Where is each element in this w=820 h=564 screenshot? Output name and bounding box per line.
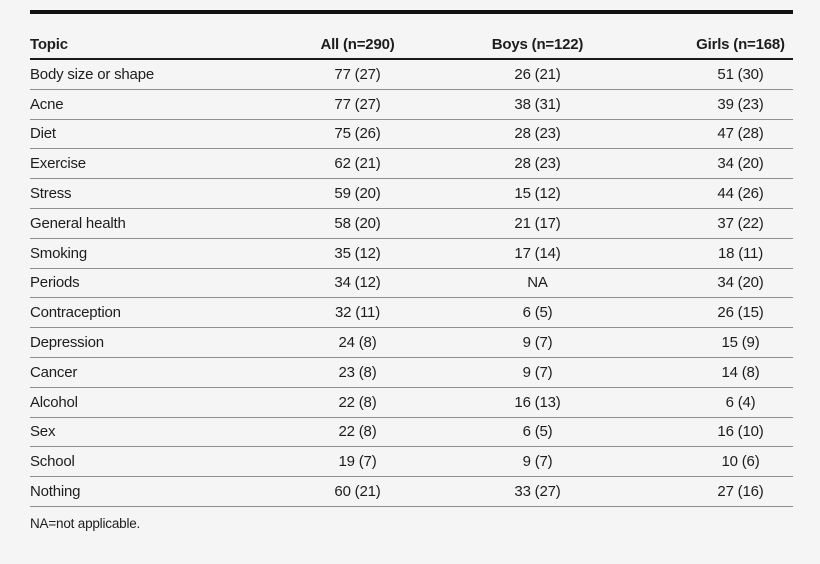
topic-cell: Cancer bbox=[30, 357, 290, 388]
table-row: Body size or shape 77 (27) 26 (21) 51 (30) bbox=[30, 59, 793, 90]
all-cell: 58 (20) bbox=[290, 208, 425, 239]
table-row: Acne 77 (27) 38 (31) 39 (23) bbox=[30, 89, 793, 120]
girls-cell: 6 (4) bbox=[650, 387, 793, 418]
all-cell: 77 (27) bbox=[290, 59, 425, 90]
girls-cell: 16 (10) bbox=[650, 417, 793, 448]
table-row: Exercise 62 (21) 28 (23) 34 (20) bbox=[30, 148, 793, 180]
table-top-rule bbox=[30, 10, 793, 14]
girls-cell: 18 (11) bbox=[650, 238, 793, 269]
girls-cell: 34 (20) bbox=[650, 268, 793, 299]
boys-cell: 16 (13) bbox=[425, 387, 650, 418]
boys-cell: 38 (31) bbox=[425, 89, 650, 120]
boys-cell: 33 (27) bbox=[425, 476, 650, 507]
table-row: Stress 59 (20) 15 (12) 44 (26) bbox=[30, 178, 793, 209]
all-cell: 35 (12) bbox=[290, 238, 425, 269]
topic-cell: Exercise bbox=[30, 148, 290, 180]
column-header-girls: Girls (n=168) bbox=[650, 36, 793, 60]
boys-cell: 26 (21) bbox=[425, 59, 650, 90]
girls-cell: 15 (9) bbox=[650, 327, 793, 358]
boys-cell: 9 (7) bbox=[425, 357, 650, 388]
table-row: School 19 (7) 9 (7) 10 (6) bbox=[30, 446, 793, 478]
table-row: Cancer 23 (8) 9 (7) 14 (8) bbox=[30, 357, 793, 388]
girls-cell: 26 (15) bbox=[650, 297, 793, 329]
all-cell: 22 (8) bbox=[290, 387, 425, 418]
table-row: Nothing 60 (21) 33 (27) 27 (16) bbox=[30, 476, 793, 507]
all-cell: 23 (8) bbox=[290, 357, 425, 388]
all-cell: 62 (21) bbox=[290, 148, 425, 180]
girls-cell: 51 (30) bbox=[650, 59, 793, 90]
topic-cell: Acne bbox=[30, 89, 290, 120]
table-header: Topic All (n=290) Boys (n=122) Girls (n=… bbox=[30, 36, 793, 60]
topic-cell: Depression bbox=[30, 327, 290, 358]
boys-cell: 6 (5) bbox=[425, 417, 650, 448]
column-header-all: All (n=290) bbox=[290, 36, 425, 60]
header-row: Topic All (n=290) Boys (n=122) Girls (n=… bbox=[30, 36, 793, 60]
all-cell: 75 (26) bbox=[290, 119, 425, 150]
table-footnote: NA=not applicable. bbox=[30, 515, 141, 531]
column-header-boys: Boys (n=122) bbox=[425, 36, 650, 60]
table-row: Periods 34 (12) NA 34 (20) bbox=[30, 268, 793, 299]
table-body: Body size or shape 77 (27) 26 (21) 51 (30) A… bbox=[30, 59, 793, 507]
topic-cell: Smoking bbox=[30, 238, 290, 269]
all-cell: 24 (8) bbox=[290, 327, 425, 358]
all-cell: 34 (12) bbox=[290, 268, 425, 299]
topic-cell: Sex bbox=[30, 417, 290, 448]
girls-cell: 47 (28) bbox=[650, 119, 793, 150]
all-cell: 32 (11) bbox=[290, 297, 425, 329]
topics-table: Topic All (n=290) Boys (n=122) Girls (n=… bbox=[30, 36, 793, 507]
boys-cell: 21 (17) bbox=[425, 208, 650, 239]
table-row: Smoking 35 (12) 17 (14) 18 (11) bbox=[30, 238, 793, 269]
girls-cell: 44 (26) bbox=[650, 178, 793, 209]
column-header-topic: Topic bbox=[30, 36, 290, 60]
all-cell: 22 (8) bbox=[290, 417, 425, 448]
table-row: Contraception 32 (11) 6 (5) 26 (15) bbox=[30, 297, 793, 329]
topic-cell: School bbox=[30, 446, 290, 478]
boys-cell: 28 (23) bbox=[425, 148, 650, 180]
girls-cell: 27 (16) bbox=[650, 476, 793, 507]
topic-cell: Nothing bbox=[30, 476, 290, 507]
girls-cell: 14 (8) bbox=[650, 357, 793, 388]
girls-cell: 37 (22) bbox=[650, 208, 793, 239]
girls-cell: 39 (23) bbox=[650, 89, 793, 120]
topic-cell: Alcohol bbox=[30, 387, 290, 418]
boys-cell: 28 (23) bbox=[425, 119, 650, 150]
table-row: Sex 22 (8) 6 (5) 16 (10) bbox=[30, 417, 793, 448]
table-row: Alcohol 22 (8) 16 (13) 6 (4) bbox=[30, 387, 793, 418]
boys-cell: 6 (5) bbox=[425, 297, 650, 329]
topic-cell: Periods bbox=[30, 268, 290, 299]
all-cell: 60 (21) bbox=[290, 476, 425, 507]
boys-cell: 15 (12) bbox=[425, 178, 650, 209]
boys-cell: 9 (7) bbox=[425, 327, 650, 358]
topic-cell: Contraception bbox=[30, 297, 290, 329]
all-cell: 19 (7) bbox=[290, 446, 425, 478]
table-row: General health 58 (20) 21 (17) 37 (22) bbox=[30, 208, 793, 239]
boys-cell: 9 (7) bbox=[425, 446, 650, 478]
topic-cell: General health bbox=[30, 208, 290, 239]
topic-cell: Body size or shape bbox=[30, 59, 290, 90]
topic-cell: Diet bbox=[30, 119, 290, 150]
all-cell: 77 (27) bbox=[290, 89, 425, 120]
boys-cell: NA bbox=[425, 268, 650, 299]
boys-cell: 17 (14) bbox=[425, 238, 650, 269]
girls-cell: 10 (6) bbox=[650, 446, 793, 478]
table-row: Diet 75 (26) 28 (23) 47 (28) bbox=[30, 119, 793, 150]
table-row: Depression 24 (8) 9 (7) 15 (9) bbox=[30, 327, 793, 358]
all-cell: 59 (20) bbox=[290, 178, 425, 209]
girls-cell: 34 (20) bbox=[650, 148, 793, 180]
topic-cell: Stress bbox=[30, 178, 290, 209]
